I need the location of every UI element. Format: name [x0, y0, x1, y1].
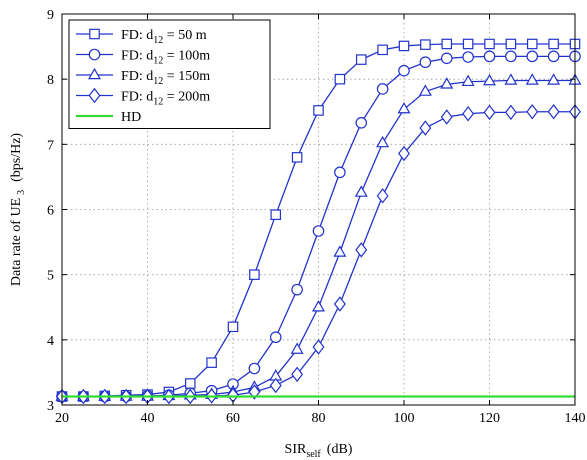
data-point-triangle — [483, 73, 496, 86]
data-point-square — [249, 269, 260, 280]
data-point-square — [484, 38, 495, 50]
data-point-circle — [462, 51, 474, 63]
axis-ticks: 20 40 60 80 100 120 140 3 4 5 6 7 8 9 — [47, 8, 586, 426]
data-point-triangle — [397, 101, 411, 114]
data-point-circle — [440, 52, 453, 65]
legend-marker-triangle — [88, 67, 101, 80]
y-tick-label: 5 — [47, 269, 54, 284]
x-tick-label: 120 — [479, 411, 500, 426]
y-tick-label: 3 — [47, 399, 54, 414]
legend: FD: d12 = 50 m FD: d12 = 100m FD: d12 = 15… — [68, 19, 271, 129]
data-point-square — [548, 38, 559, 50]
legend-item: FD: d12 = 200m — [76, 87, 210, 108]
legend-box — [68, 19, 271, 129]
data-point-diamond — [526, 104, 539, 120]
data-point-triangle — [418, 84, 432, 96]
data-point-diamond — [419, 120, 432, 136]
data-point-square — [355, 54, 367, 65]
legend-item: FD: d12 = 100m — [76, 49, 210, 67]
data-point-triangle — [354, 185, 368, 197]
legend-label: HD — [121, 110, 141, 125]
legend-label: FD: d12 = 100m — [121, 49, 210, 67]
data-point-diamond — [440, 109, 453, 125]
data-point-diamond — [227, 387, 239, 403]
data-point-circle — [483, 50, 496, 63]
data-point-square — [398, 40, 410, 52]
data-point-diamond — [269, 377, 282, 394]
data-point-circle — [248, 362, 261, 375]
data-point-triangle — [461, 74, 475, 87]
x-tick-label: 20 — [55, 411, 69, 426]
legend-item: FD: d12 = 50 m — [76, 28, 207, 46]
data-point-circle — [269, 331, 282, 344]
data-point-diamond — [312, 339, 325, 355]
data-point-circle — [312, 225, 325, 237]
data-point-triangle — [440, 77, 454, 89]
x-tick-label: 80 — [312, 411, 326, 426]
data-point-square — [184, 378, 196, 389]
data-point-square — [420, 39, 431, 50]
data-point-diamond — [355, 242, 368, 258]
y-tick-label: 8 — [47, 73, 54, 88]
x-tick-label: 60 — [226, 411, 240, 426]
data-point-circle — [376, 83, 389, 95]
legend-label: FD: d12 = 50 m — [121, 28, 207, 46]
legend-item: HD — [76, 110, 141, 125]
data-point-square — [441, 38, 453, 50]
x-tick-label: 40 — [141, 411, 155, 426]
data-point-triangle — [525, 73, 539, 85]
data-point-circle — [398, 64, 410, 77]
data-point-diamond — [462, 105, 475, 122]
data-point-circle — [419, 56, 432, 69]
data-point-triangle — [333, 245, 347, 257]
y-tick-label: 7 — [47, 138, 54, 153]
data-point-circle — [334, 166, 346, 179]
y-axis-label: Data rate of UE3(bps/Hz) — [9, 133, 27, 287]
data-point-square — [227, 321, 239, 333]
data-point-square — [291, 152, 303, 163]
y-tick-label: 4 — [47, 334, 54, 349]
data-point-circle — [547, 50, 560, 63]
data-point-triangle — [547, 73, 561, 85]
y-tick-label: 9 — [47, 8, 54, 23]
data-point-circle — [355, 117, 368, 129]
legend-label: FD: d12 = 150m — [121, 69, 210, 87]
data-point-diamond — [333, 296, 346, 312]
data-point-diamond — [547, 104, 560, 120]
data-point-triangle — [504, 73, 518, 85]
x-tick-label: 100 — [394, 411, 415, 426]
legend-item: FD: d12 = 150m — [76, 67, 210, 87]
series-layer — [55, 38, 582, 405]
x-axis-label: SIRself (dB) — [285, 442, 353, 460]
legend-label: FD: d12 = 200m — [121, 90, 210, 108]
y-tick-label: 6 — [47, 204, 54, 219]
data-point-diamond — [483, 104, 496, 121]
data-point-circle — [505, 50, 517, 63]
legend-marker-circle — [88, 48, 101, 61]
data-point-square — [334, 73, 346, 85]
data-point-square — [377, 44, 388, 56]
data-point-square — [270, 209, 282, 220]
data-point-triangle — [376, 135, 390, 148]
data-point-triangle — [290, 342, 304, 354]
data-point-circle — [526, 50, 539, 63]
legend-marker-diamond — [88, 87, 101, 104]
data-point-square — [505, 38, 517, 50]
data-point-diamond — [248, 384, 261, 400]
data-point-square — [526, 38, 538, 50]
data-point-triangle — [312, 300, 325, 312]
legend-marker-square — [89, 28, 100, 40]
data-point-square — [313, 105, 324, 116]
data-point-diamond — [291, 366, 304, 383]
data-point-diamond — [504, 104, 517, 121]
data-point-diamond — [376, 188, 389, 204]
data-point-square — [206, 357, 217, 368]
data-point-circle — [291, 283, 303, 296]
data-point-square — [462, 38, 474, 50]
data-point-diamond — [398, 145, 410, 162]
x-tick-label: 140 — [565, 411, 586, 426]
